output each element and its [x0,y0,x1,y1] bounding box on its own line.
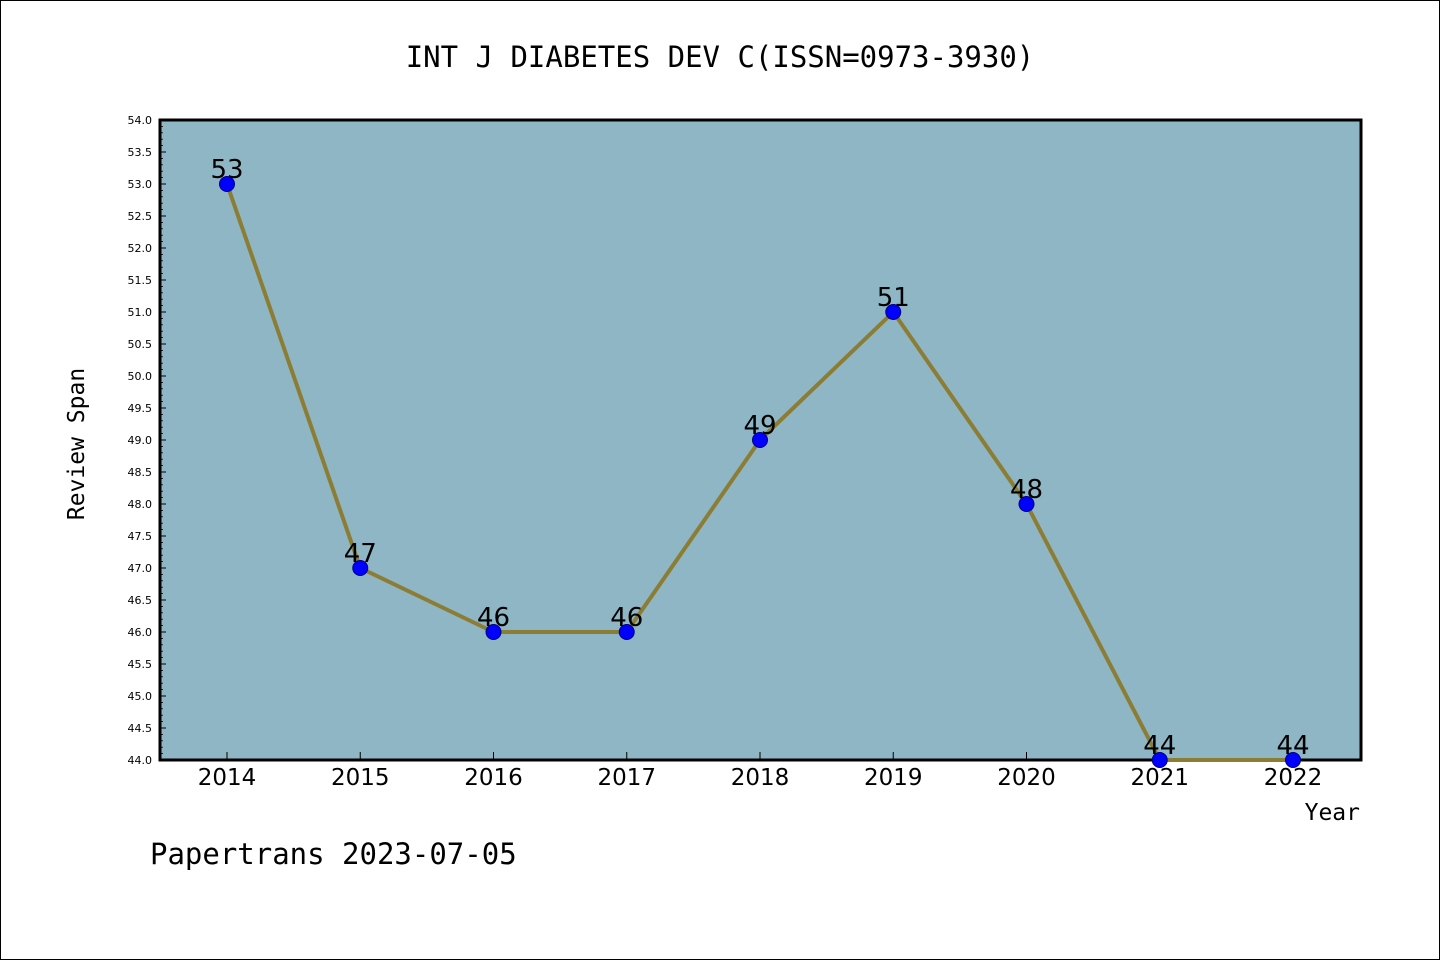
y-tick-label: 50.5 [128,338,153,351]
y-tick-label: 45.0 [128,690,153,703]
y-tick-label: 47.5 [128,530,153,543]
y-tick-label: 45.5 [128,658,153,671]
y-tick-label: 54.0 [128,114,153,127]
y-tick-label: 52.0 [128,242,153,255]
data-label: 46 [477,603,510,633]
data-points [219,176,1301,768]
chart-title: INT J DIABETES DEV C(ISSN=0973-3930) [406,40,1035,74]
x-tick-label: 2015 [331,765,390,791]
y-tick-label: 48.0 [128,498,153,511]
data-label: 53 [210,155,243,185]
data-point [618,624,635,640]
data-point [219,176,235,192]
data-label: 46 [610,603,643,633]
x-axis-label: Year [1305,800,1360,826]
footer-note: Papertrans 2023-07-05 [150,837,517,871]
plot-area [158,118,1363,762]
data-label: 49 [743,411,776,441]
data-point [352,560,369,576]
x-tick-label: 2022 [1264,765,1323,791]
y-tick-label: 44.0 [128,754,153,767]
y-tick-label: 44.5 [128,722,153,735]
data-point [485,624,502,640]
data-labels: 53 47 46 46 49 51 48 44 44 [210,155,1309,761]
y-tick-label: 51.0 [128,306,153,319]
y-tick-label: 49.0 [128,434,153,447]
y-tick-label: 53.5 [128,146,153,159]
x-tick-label: 2017 [597,765,656,791]
x-tick-label: 2020 [997,765,1056,791]
data-point [885,304,902,320]
data-label: 48 [1010,475,1043,505]
x-tick-label: 2014 [198,765,257,791]
y-tick-label: 53.0 [128,178,153,191]
y-tick-label: 46.5 [128,594,153,607]
data-label: 44 [1143,731,1176,761]
y-tick-label: 50.0 [128,370,153,383]
y-tick-label: 48.5 [128,466,153,479]
data-label: 44 [1276,731,1309,761]
data-point [1285,752,1301,768]
x-tick-label: 2016 [464,765,523,791]
y-tick-label: 52.5 [128,210,153,223]
y-axis: 44.0 44.5 45.0 45.5 46.0 46.5 47.0 47.5 48.0 48.5… [128,114,166,767]
y-axis-label: Review Span [64,368,90,520]
x-axis: 2014 2015 2016 2017 2018 2019 2020 2021 2022 [198,752,1323,791]
x-tick-label: 2018 [731,765,790,791]
data-point [1018,496,1035,512]
data-point [1151,752,1168,768]
y-tick-label: 46.0 [128,626,153,639]
y-tick-label: 49.5 [128,402,153,415]
x-tick-label: 2019 [864,765,923,791]
data-label: 47 [344,539,377,569]
y-tick-label: 47.0 [128,562,153,575]
y-tick-label: 51.5 [128,274,153,287]
data-point [752,432,768,448]
data-label: 51 [877,283,910,313]
x-tick-label: 2021 [1130,765,1189,791]
